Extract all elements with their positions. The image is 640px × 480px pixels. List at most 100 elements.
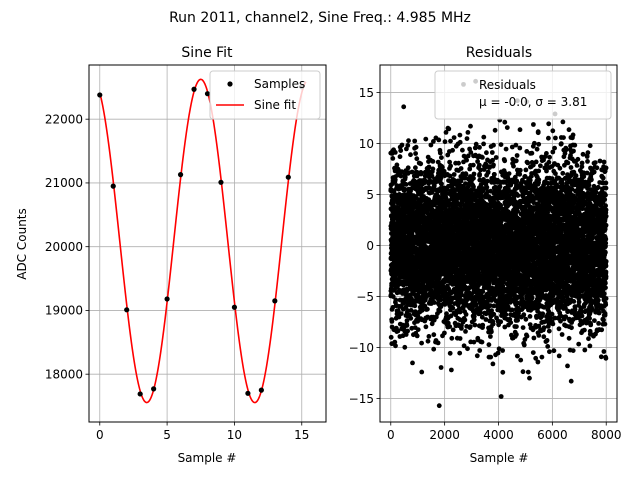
residual-point (486, 342, 492, 348)
residual-point (492, 127, 498, 133)
residual-point (392, 177, 398, 183)
residual-point (477, 162, 482, 168)
residual-point (479, 339, 485, 345)
residual-point (449, 335, 455, 341)
figure-suptitle: Run 2011, channel2, Sine Freq.: 4.985 MH… (169, 10, 471, 26)
sine-fit-xtick-label: 5 (163, 428, 171, 442)
residual-point (448, 138, 453, 144)
residual-point (436, 137, 442, 143)
sine-fit-xtick-label: 0 (96, 428, 104, 442)
residual-point (392, 339, 398, 345)
residual-point (442, 139, 448, 145)
residual-point (438, 297, 443, 303)
residual-point (514, 332, 519, 337)
residual-point (437, 308, 443, 314)
residual-point (431, 332, 437, 338)
legend-samples-marker (227, 81, 233, 87)
residual-point (460, 147, 465, 153)
sample-point (97, 92, 103, 98)
residual-point (438, 365, 444, 370)
residual-point (390, 294, 396, 299)
residual-point (402, 174, 408, 180)
sample-point (272, 298, 278, 304)
residual-point (518, 357, 524, 363)
residual-point (463, 329, 468, 334)
residual-point (419, 340, 424, 346)
residual-point (447, 350, 453, 356)
sample-point (204, 91, 211, 97)
residual-point (485, 169, 491, 175)
sample-point (218, 179, 224, 185)
residual-point (389, 319, 395, 324)
residual-point (491, 162, 496, 168)
residual-point (431, 346, 437, 352)
residual-point (484, 150, 489, 156)
residual-point (404, 323, 410, 328)
residual-point (450, 305, 456, 311)
residual-point (394, 162, 400, 168)
sample-point (245, 390, 251, 396)
residual-point (489, 150, 495, 155)
sine-fit-ytick-label: 22000 (45, 112, 83, 126)
residual-point (405, 328, 410, 334)
residual-point (447, 324, 453, 329)
residual-point (410, 360, 415, 366)
residual-point (423, 136, 429, 142)
residual-point (470, 162, 476, 168)
residual-point (490, 361, 496, 367)
residual-point (399, 142, 405, 148)
residual-point (413, 165, 418, 171)
residual-point (517, 167, 523, 173)
residual-point (506, 171, 512, 177)
residual-point (402, 344, 408, 350)
residual-point (451, 172, 457, 177)
legend-sine-fit-label: Sine fit (254, 98, 296, 112)
residual-point (430, 166, 436, 172)
residual-point (457, 336, 463, 341)
residual-point (397, 154, 403, 160)
residuals-chart: Residuals 0 2000 4000 6000 8000−15−10−505101… (349, 45, 622, 465)
residual-point (480, 155, 485, 160)
residual-point (502, 158, 508, 164)
residual-point (514, 178, 520, 184)
residual-point (446, 126, 452, 132)
sine-fit-xtick-label: 10 (227, 428, 242, 442)
residual-point (513, 142, 519, 148)
residual-point (508, 320, 514, 325)
residual-point (405, 165, 411, 171)
sample-point (285, 174, 291, 180)
residual-point (425, 338, 431, 344)
residual-point (517, 145, 523, 151)
residual-point (388, 334, 394, 340)
residual-point (413, 151, 418, 156)
residual-point (398, 148, 404, 154)
residual-point (502, 119, 508, 125)
residual-point (415, 327, 421, 332)
residual-point (463, 312, 469, 317)
residual-point (492, 172, 497, 177)
residual-point (457, 139, 463, 145)
sample-point (151, 386, 157, 392)
residual-point (500, 348, 505, 353)
residual-point (515, 353, 520, 359)
residual-point (457, 132, 463, 138)
sine-fit-ylabel: ADC Counts (15, 208, 29, 280)
residual-point (457, 350, 463, 356)
residual-point (458, 166, 464, 171)
residual-point (514, 153, 520, 158)
sample-point (137, 391, 143, 397)
residual-point (481, 141, 486, 147)
sine-fit-chart: Sine Fit 0 5 10 151800019000200002100022000… (15, 45, 327, 465)
residual-point (425, 168, 431, 174)
residual-point (463, 172, 469, 177)
residual-point (395, 328, 401, 334)
residual-point (405, 143, 411, 148)
residual-point (477, 145, 482, 150)
residual-point (520, 369, 526, 375)
sine-fit-ytick-label: 21000 (45, 176, 83, 190)
residual-point (488, 354, 494, 360)
residual-point (393, 343, 398, 349)
residual-point (425, 306, 430, 312)
residual-point (418, 171, 424, 177)
